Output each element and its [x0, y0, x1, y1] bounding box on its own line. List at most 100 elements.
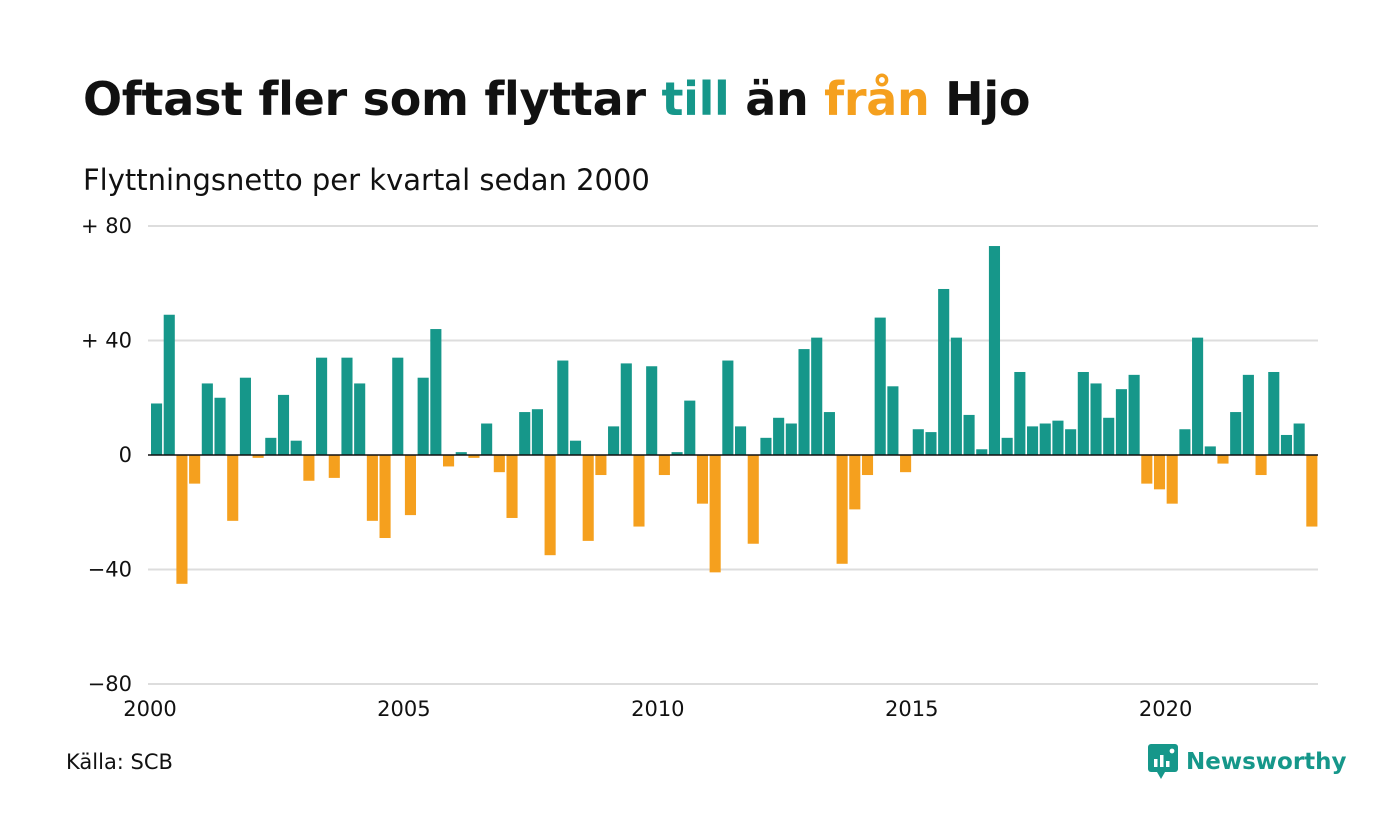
bar [417, 377, 429, 455]
bar [252, 455, 264, 458]
title-part-3: Hjo [929, 72, 1031, 126]
bar [760, 437, 772, 455]
bar [1217, 455, 1229, 464]
bar [620, 363, 632, 455]
bar [1039, 423, 1051, 455]
bar [874, 317, 886, 455]
title-till: till [661, 72, 730, 126]
bar [341, 357, 353, 455]
y-tick-label: −40 [88, 558, 132, 582]
bar [595, 455, 607, 476]
bar [1242, 374, 1254, 455]
bar [646, 366, 658, 455]
bar [633, 455, 645, 527]
bar [1027, 426, 1039, 456]
bar [709, 455, 721, 573]
bar [1001, 437, 1013, 455]
bar [735, 426, 747, 456]
bar [531, 409, 543, 455]
bar [1090, 383, 1102, 455]
bar [671, 452, 683, 455]
bar [1166, 455, 1178, 504]
bar [988, 246, 1001, 455]
y-tick-label: 0 [119, 443, 132, 467]
bar [1230, 412, 1242, 455]
bar [1179, 429, 1191, 455]
bar [608, 426, 620, 456]
bar [430, 329, 442, 455]
bar [1153, 455, 1166, 490]
bar [925, 432, 937, 455]
bar [1052, 420, 1064, 455]
bar [1293, 423, 1305, 455]
bar [214, 397, 226, 455]
bar [468, 455, 480, 458]
bar [963, 414, 975, 455]
brand-logo: Newsworthy [1148, 744, 1347, 780]
bar [785, 423, 797, 455]
bar [950, 337, 962, 455]
grid-lines [148, 225, 1318, 685]
bar [823, 412, 835, 455]
bar [912, 429, 924, 455]
bar [811, 337, 823, 455]
bar [861, 455, 874, 476]
bar [493, 455, 505, 473]
bar [696, 455, 709, 504]
bar [163, 314, 175, 455]
bar [1204, 446, 1216, 455]
bar [1065, 429, 1077, 455]
title-part-1: Oftast fler som flyttar [83, 72, 662, 126]
y-tick-label: + 80 [81, 214, 132, 238]
bar [392, 357, 404, 455]
y-tick-label: −80 [88, 672, 132, 696]
title-fran: från [824, 72, 930, 126]
bar [1268, 371, 1280, 455]
bar [1115, 389, 1127, 455]
bar [1192, 337, 1204, 455]
bar [1306, 455, 1318, 527]
bar [277, 394, 290, 455]
bar [1128, 374, 1140, 455]
bar [151, 403, 163, 455]
bar [849, 455, 861, 510]
bar [747, 455, 759, 544]
bar [404, 455, 417, 516]
y-axis-ticks: + 80 + 40 0 −40 −80 [81, 214, 132, 696]
bar [684, 400, 696, 455]
bar [1014, 371, 1026, 455]
source-label: Källa: SCB [66, 750, 173, 774]
bar [379, 455, 391, 539]
bar [443, 455, 455, 467]
x-tick-label: 2000 [123, 697, 176, 721]
x-axis-ticks: 2000 2005 2010 2015 2020 [123, 697, 1192, 721]
bar [887, 386, 899, 455]
y-tick-label: + 40 [81, 329, 132, 353]
bar [773, 417, 785, 455]
bar [455, 452, 467, 455]
bar [582, 455, 594, 541]
bar [836, 455, 848, 564]
bar [569, 440, 582, 455]
chart-subtitle: Flyttningsnetto per kvartal sedan 2000 [83, 163, 650, 197]
bar [1141, 455, 1153, 484]
x-tick-label: 2010 [631, 697, 684, 721]
bar [239, 377, 251, 455]
bar [189, 455, 201, 484]
bar [176, 455, 188, 584]
bar [481, 423, 493, 455]
bar [328, 455, 340, 478]
bar [290, 440, 302, 455]
bar [227, 455, 239, 521]
bar [366, 455, 378, 521]
bar [900, 455, 912, 473]
chart-title: Oftast fler som flyttar till än från Hjo [83, 72, 1030, 126]
bar [316, 357, 328, 455]
bar [201, 383, 213, 455]
bar [1255, 455, 1267, 476]
brand-name: Newsworthy [1186, 749, 1347, 775]
x-tick-label: 2015 [885, 697, 938, 721]
x-tick-label: 2020 [1139, 697, 1192, 721]
newsworthy-icon [1148, 744, 1178, 779]
bar [557, 360, 569, 455]
